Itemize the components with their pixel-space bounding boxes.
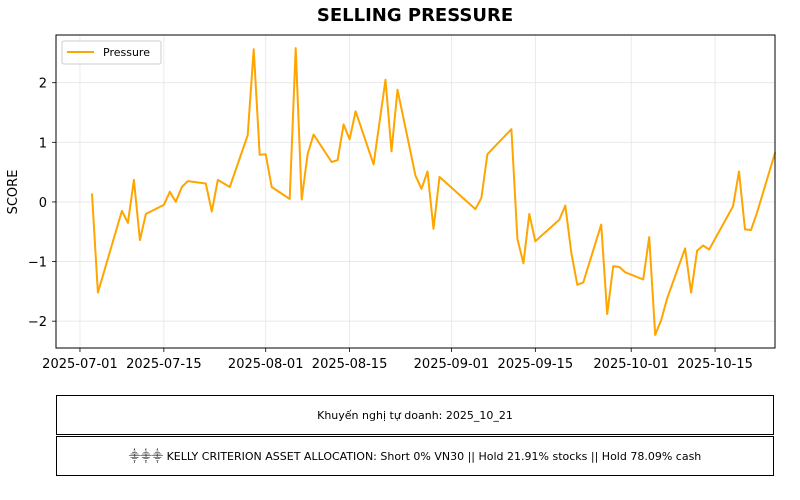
x-tick-label: 2025-07-15 [126, 357, 202, 372]
axis-ticks: 2025-07-01 2025-07-15 2025-08-01 2025-08-15… [28, 77, 753, 372]
x-tick-label: 2025-09-15 [498, 357, 574, 372]
y-tick-label: 2 [39, 77, 47, 92]
x-tick-label: 2025-08-15 [312, 357, 388, 372]
plot-frame [55, 34, 776, 349]
x-tick-label: 2025-10-15 [677, 357, 753, 372]
recommendation-caption: Khuyến nghị tự doanh: 2025_10_21 [56, 395, 774, 435]
y-tick-label: −1 [28, 256, 47, 271]
y-tick-label: 0 [39, 196, 47, 211]
legend-label: Pressure [103, 46, 150, 59]
legend: Pressure [61, 40, 162, 65]
legend-box [61, 40, 162, 65]
x-tick-label: 2025-07-01 [42, 357, 118, 372]
series-line-pressure [91, 47, 776, 336]
allocation-text: ⸎⸎⸎ KELLY CRITERION ASSET ALLOCATION: Sh… [128, 449, 702, 463]
x-tick-label: 2025-10-01 [593, 357, 669, 372]
y-tick-label: 1 [39, 136, 47, 151]
chart-title: SELLING PRESSURE [317, 5, 513, 26]
series-layer [91, 47, 776, 336]
x-tick-label: 2025-09-01 [414, 357, 490, 372]
x-tick-label: 2025-08-01 [228, 357, 304, 372]
y-axis-label: SCORE [6, 170, 21, 215]
y-tick-label: −2 [28, 315, 47, 330]
recommendation-text: Khuyến nghị tự doanh: 2025_10_21 [317, 408, 513, 422]
allocation-caption: ⸎⸎⸎ KELLY CRITERION ASSET ALLOCATION: Sh… [56, 436, 774, 476]
